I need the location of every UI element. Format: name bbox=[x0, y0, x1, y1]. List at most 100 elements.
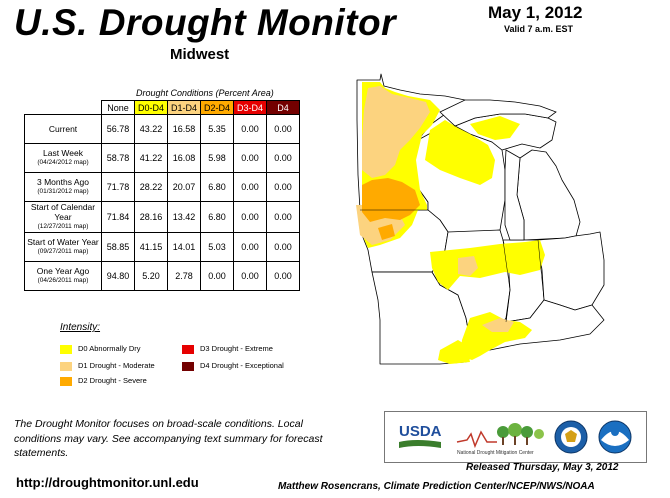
column-header-d1-d4: D1-D4 bbox=[167, 100, 201, 115]
table-cell: 28.16 bbox=[134, 201, 168, 233]
row-label: Start of Water Year (09/27/2011 map) bbox=[24, 232, 102, 262]
table-cell: 5.35 bbox=[200, 114, 234, 144]
row-label-date: (04/26/2011 map) bbox=[37, 277, 89, 284]
table-header-row: None D0-D4 D1-D4 D2-D4 D3-D4 D4 bbox=[25, 100, 300, 115]
drought-conditions-table: None D0-D4 D1-D4 D2-D4 D3-D4 D4 Current 56.78 4… bbox=[24, 100, 300, 291]
row-label-date: (12/27/2011 map) bbox=[37, 223, 89, 230]
table-cell: 6.80 bbox=[200, 201, 234, 233]
table-cell: 0.00 bbox=[233, 114, 267, 144]
table-cell: 6.80 bbox=[200, 172, 234, 202]
row-label-date: (01/31/2012 map) bbox=[37, 188, 89, 195]
row-label: One Year Ago (04/26/2011 map) bbox=[24, 261, 102, 291]
table-cell: 41.22 bbox=[134, 143, 168, 173]
table-row: Start of Water Year (09/27/2011 map) 58.85… bbox=[24, 232, 300, 262]
table-cell: 0.00 bbox=[200, 261, 234, 291]
ndmc-logo-text: National Drought Mitigation Center bbox=[457, 450, 534, 456]
table-cell: 0.00 bbox=[266, 232, 300, 262]
ndmc-logo: National Drought Mitigation Center bbox=[456, 423, 544, 456]
partner-logos: USDA National Drought Mitigation Center bbox=[384, 411, 647, 463]
table-cell: 0.00 bbox=[233, 261, 267, 291]
table-cell: 0.00 bbox=[266, 114, 300, 144]
row-label: 3 Months Ago (01/31/2012 map) bbox=[24, 172, 102, 202]
column-header-d3-d4: D3-D4 bbox=[233, 100, 267, 115]
table-cell: 71.84 bbox=[101, 201, 135, 233]
table-row: 3 Months Ago (01/31/2012 map) 71.78 28.22 20… bbox=[24, 172, 300, 202]
map-date: May 1, 2012 bbox=[488, 3, 583, 22]
table-cell: 0.00 bbox=[233, 143, 267, 173]
column-header-d0-d4: D0-D4 bbox=[134, 100, 168, 115]
table-row: Last Week (04/24/2012 map) 58.78 41.22 16.08… bbox=[24, 143, 300, 173]
table-cell: 0.00 bbox=[266, 143, 300, 173]
table-cell: 58.85 bbox=[101, 232, 135, 262]
legend-swatch-d3 bbox=[182, 344, 194, 354]
valid-time: Valid 7 a.m. EST bbox=[504, 24, 574, 34]
noaa-logo bbox=[598, 420, 632, 454]
disclaimer-note: The Drought Monitor focuses on broad-sca… bbox=[14, 418, 323, 459]
table-row: Start of Calendar Year (12/27/2011 map) 71… bbox=[24, 201, 300, 233]
region-name: Midwest bbox=[170, 46, 230, 63]
usda-logo: USDA bbox=[399, 423, 442, 448]
table-cell: 0.00 bbox=[266, 172, 300, 202]
row-label-text: Current bbox=[48, 124, 78, 134]
table-cell: 13.42 bbox=[167, 201, 201, 233]
legend-swatch-d0 bbox=[60, 344, 72, 354]
usda-logo-text: USDA bbox=[399, 423, 442, 440]
table-cell: 16.08 bbox=[167, 143, 201, 173]
column-header-none: None bbox=[101, 100, 135, 115]
column-header-d4: D4 bbox=[266, 100, 300, 115]
table-cell: 0.00 bbox=[233, 172, 267, 202]
legend-label-d4: D4 Drought - Exceptional bbox=[200, 361, 284, 370]
table-caption: Drought Conditions (Percent Area) bbox=[136, 88, 274, 98]
table-cell: 43.22 bbox=[134, 114, 168, 144]
table-cell: 71.78 bbox=[101, 172, 135, 202]
table-cell: 0.00 bbox=[266, 201, 300, 233]
row-label: Start of Calendar Year (12/27/2011 map) bbox=[24, 201, 102, 233]
legend-label-d2: D2 Drought - Severe bbox=[78, 376, 147, 385]
legend-label-d3: D3 Drought - Extreme bbox=[200, 344, 273, 353]
row-label-text: One Year Ago bbox=[36, 266, 90, 276]
commerce-seal bbox=[554, 420, 588, 454]
table-cell: 2.78 bbox=[167, 261, 201, 291]
row-label-date: (09/27/2011 map) bbox=[37, 248, 89, 255]
legend-item-d3: D3 Drought - Extreme bbox=[182, 344, 273, 354]
table-cell: 16.58 bbox=[167, 114, 201, 144]
table-cell: 20.07 bbox=[167, 172, 201, 202]
table-row: Current 56.78 43.22 16.58 5.35 0.00 0.00 bbox=[24, 114, 300, 144]
lake-michigan bbox=[504, 149, 525, 241]
legend-title: Intensity: bbox=[60, 322, 101, 333]
legend-item-d4: D4 Drought - Exceptional bbox=[182, 361, 284, 371]
table-cell: 14.01 bbox=[167, 232, 201, 262]
table-cell: 58.78 bbox=[101, 143, 135, 173]
table-cell: 5.20 bbox=[134, 261, 168, 291]
column-header-d2-d4: D2-D4 bbox=[200, 100, 234, 115]
author-credit: Matthew Rosencrans, Climate Prediction C… bbox=[278, 481, 595, 492]
website-link[interactable]: http://droughtmonitor.unl.edu bbox=[16, 475, 199, 490]
legend-swatch-d1 bbox=[60, 361, 72, 371]
row-label-text: 3 Months Ago bbox=[37, 177, 89, 187]
state-michigan-lp bbox=[516, 149, 581, 241]
lake-superior bbox=[439, 99, 557, 127]
row-label-text: Last Week bbox=[42, 148, 83, 158]
table-cell: 56.78 bbox=[101, 114, 135, 144]
legend-label-d1: D1 Drought - Moderate bbox=[78, 361, 155, 370]
legend-item-d0: D0 Abnormally Dry bbox=[60, 344, 141, 354]
table-cell: 0.00 bbox=[233, 232, 267, 262]
legend-item-d1: D1 Drought - Moderate bbox=[60, 361, 155, 371]
drought-map bbox=[356, 73, 605, 365]
legend-swatch-d2 bbox=[60, 376, 72, 386]
table-cell: 41.15 bbox=[134, 232, 168, 262]
table-cell: 0.00 bbox=[266, 261, 300, 291]
table-cell: 94.80 bbox=[101, 261, 135, 291]
state-ohio bbox=[537, 231, 605, 311]
table-row: One Year Ago (04/26/2011 map) 94.80 5.20 2.7… bbox=[24, 261, 300, 291]
legend-swatch-d4 bbox=[182, 361, 194, 371]
row-label: Last Week (04/24/2012 map) bbox=[24, 143, 102, 173]
table-cell: 5.98 bbox=[200, 143, 234, 173]
table-cell: 0.00 bbox=[233, 201, 267, 233]
row-label-text: Start of Water Year bbox=[27, 237, 99, 247]
row-label-text: Start of Calendar Year bbox=[30, 202, 96, 222]
release-date: Released Thursday, May 3, 2012 bbox=[466, 462, 619, 473]
table-cell: 5.03 bbox=[200, 232, 234, 262]
map-title: U.S. Drought Monitor bbox=[14, 2, 396, 43]
table-cell: 28.22 bbox=[134, 172, 168, 202]
